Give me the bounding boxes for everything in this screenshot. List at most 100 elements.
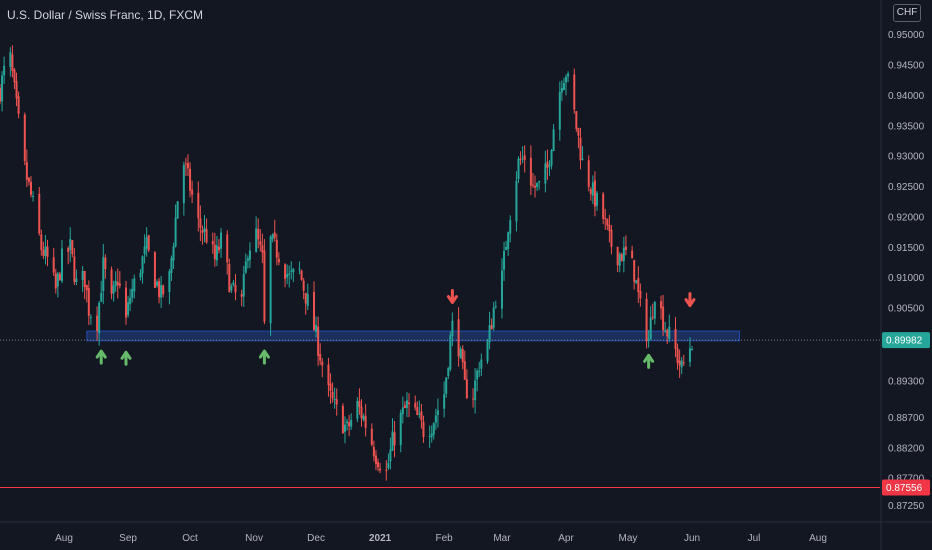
candle: [348, 415, 351, 437]
candle: [197, 181, 200, 232]
candle-body: [587, 160, 590, 187]
candle: [58, 271, 61, 281]
candle: [408, 393, 411, 418]
candle-body: [333, 398, 336, 400]
candle: [139, 269, 142, 281]
candle: [168, 269, 171, 305]
price-axis[interactable]: 0.95000 0.94500 0.94000 0.93500 0.93000 0.925…: [888, 30, 925, 512]
candle: [118, 271, 121, 289]
candle: [298, 261, 301, 275]
candle-body: [13, 69, 16, 83]
price-badge-background: [882, 479, 930, 496]
price-tick-label: 0.92500: [888, 182, 925, 193]
candle: [343, 416, 346, 444]
candle-body: [261, 245, 264, 253]
candle: [374, 450, 377, 470]
candle-body: [197, 192, 200, 219]
candle: [637, 266, 640, 303]
candle-body: [341, 405, 344, 434]
candle-body: [645, 299, 648, 342]
candle: [284, 263, 287, 288]
candle-body: [517, 158, 520, 180]
candle-body: [42, 249, 45, 256]
candle: [174, 204, 177, 248]
candle: [676, 343, 679, 370]
candle: [29, 176, 32, 198]
candle: [172, 242, 175, 269]
candle-body: [589, 189, 592, 194]
candle-body: [286, 274, 289, 278]
candle-body: [581, 158, 584, 160]
candle: [255, 216, 258, 253]
candle-body: [112, 285, 115, 294]
candle-body: [271, 234, 274, 239]
candle: [633, 259, 636, 290]
candle-body: [565, 76, 568, 83]
candle-body: [0, 87, 1, 102]
candle-body: [492, 307, 495, 328]
up-arrow-icon: [120, 350, 132, 366]
candle-body: [275, 239, 278, 258]
candle: [645, 292, 648, 349]
candle: [399, 409, 402, 453]
candle-body: [191, 189, 194, 195]
candle: [158, 277, 161, 304]
candle: [649, 306, 652, 340]
candle-body: [58, 273, 61, 280]
candle: [199, 205, 202, 242]
candle: [680, 357, 683, 375]
candle: [647, 330, 650, 348]
candle-body: [75, 278, 78, 282]
candle-body: [263, 250, 266, 322]
candle-body: [680, 360, 683, 368]
candle: [393, 420, 396, 458]
candle-body: [114, 280, 117, 287]
candle-body: [269, 236, 272, 324]
price-tick-label: 0.88700: [888, 413, 925, 424]
price-axis-background: [881, 0, 932, 550]
candle: [201, 225, 204, 245]
candle-body: [385, 470, 388, 472]
candle: [15, 72, 18, 107]
price-badge-label: 0.87556: [886, 483, 923, 494]
candle-body: [486, 341, 489, 362]
candle-body: [550, 150, 553, 166]
candle-body: [389, 449, 392, 462]
candle: [691, 345, 694, 351]
candle-body: [664, 330, 667, 332]
candle-body: [248, 250, 251, 260]
candle-body: [534, 185, 537, 188]
candle: [488, 311, 491, 350]
candle: [89, 314, 92, 325]
candle: [465, 369, 468, 400]
candle-body: [457, 319, 460, 357]
candle-body: [447, 368, 450, 376]
candle: [133, 274, 136, 299]
candle-body: [620, 254, 623, 262]
down-arrow-icon: [684, 292, 696, 308]
time-axis[interactable]: Aug Sep Oct Nov Dec 2021 Feb Mar Apr May Jun Jul Aug: [55, 533, 827, 544]
candle-body: [379, 468, 382, 471]
candle: [300, 269, 303, 281]
candle-body: [449, 335, 452, 370]
candle-body: [432, 423, 435, 435]
support-zone[interactable]: [86, 330, 741, 342]
candle-body: [362, 416, 365, 420]
candle-body: [81, 270, 84, 281]
candle-body: [186, 163, 189, 169]
candle: [319, 343, 322, 365]
candle: [346, 418, 349, 431]
candle-body: [104, 257, 107, 270]
currency-badge[interactable]: CHF: [893, 4, 921, 22]
candle: [494, 300, 497, 309]
candle-body: [531, 184, 534, 186]
candle: [523, 145, 526, 173]
candle-body: [579, 137, 582, 161]
candle: [11, 45, 14, 78]
candle: [422, 415, 425, 443]
candle: [127, 295, 130, 318]
candle-body: [651, 316, 654, 318]
price-tick-label: 0.93500: [888, 121, 925, 132]
candle-body: [519, 159, 522, 161]
